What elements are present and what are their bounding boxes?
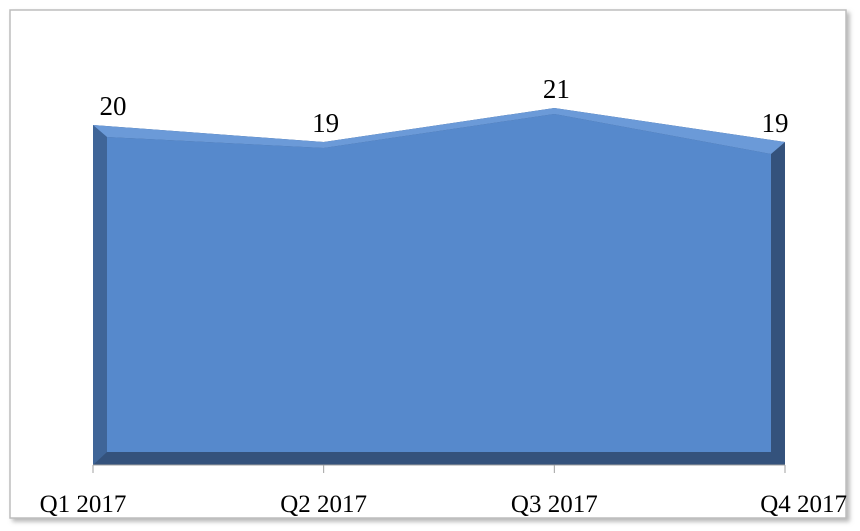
area-top-bevel — [93, 108, 785, 154]
area-left-bevel — [93, 125, 107, 465]
plot-area: Q1 2017 Q2 2017 Q3 2017 Q4 2017 20 19 21 19 — [40, 74, 847, 518]
x-tick-label: Q3 2017 — [511, 491, 598, 518]
data-label: 19 — [762, 108, 789, 138]
area-front — [107, 114, 771, 452]
data-label: 20 — [100, 91, 127, 121]
x-tick-label: Q1 2017 — [40, 491, 127, 518]
x-tick-label: Q2 2017 — [280, 491, 367, 518]
data-label: 19 — [312, 108, 339, 138]
x-tick-label: Q4 2017 — [760, 491, 847, 518]
data-label: 21 — [543, 74, 570, 104]
